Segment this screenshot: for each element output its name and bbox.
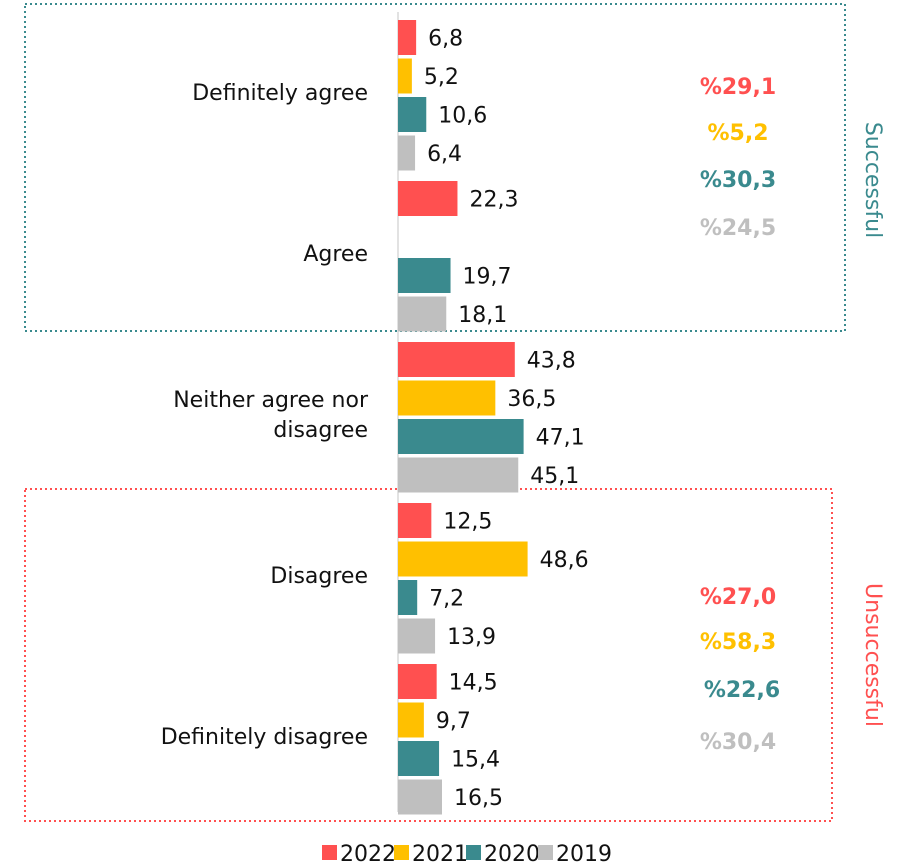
- group-total: %29,1: [700, 75, 776, 100]
- bar: [398, 342, 515, 377]
- value-label: 13,9: [447, 625, 496, 650]
- bar: [398, 296, 447, 332]
- bar: [398, 97, 427, 132]
- bar: [398, 618, 436, 654]
- legend-swatch: [322, 845, 337, 860]
- bar: [398, 702, 424, 738]
- bar: [398, 258, 451, 293]
- legend-swatch: [394, 845, 409, 860]
- value-label: 22,3: [469, 188, 518, 213]
- value-label: 16,5: [454, 786, 503, 811]
- value-label: 36,5: [507, 387, 556, 412]
- bar: [398, 380, 496, 416]
- legend-swatch: [466, 845, 481, 860]
- bar: [398, 503, 432, 538]
- value-label: 19,7: [463, 265, 512, 290]
- group-total: %24,5: [700, 216, 776, 241]
- value-label: 7,2: [429, 587, 464, 612]
- group-label: Successful: [860, 122, 885, 238]
- legend-label: 2022: [340, 842, 396, 867]
- value-label: 15,4: [451, 748, 500, 773]
- legend-label: 2021: [412, 842, 468, 867]
- bar: [398, 419, 524, 454]
- bar: [398, 580, 418, 615]
- value-label: 6,4: [427, 142, 462, 167]
- value-label: 45,1: [530, 464, 579, 489]
- group-total: %22,6: [704, 678, 780, 703]
- group-total: %30,4: [700, 730, 776, 755]
- bar: [398, 181, 458, 216]
- group-total: %30,3: [700, 168, 776, 193]
- bar: [398, 457, 519, 493]
- value-label: 5,2: [424, 65, 459, 90]
- bar: [398, 779, 442, 815]
- value-label: 18,1: [458, 303, 507, 328]
- category-label: Definitely disagree: [160, 725, 368, 750]
- bar: [398, 541, 528, 577]
- unsuccessful-box: [24, 488, 833, 822]
- value-label: 12,5: [443, 510, 492, 535]
- category-label: Agree: [303, 242, 368, 267]
- value-label: 10,6: [438, 104, 487, 129]
- value-label: 43,8: [527, 349, 576, 374]
- value-label: 6,8: [428, 27, 463, 52]
- value-label: 47,1: [536, 426, 585, 451]
- category-label: Neither agree nor disagree: [173, 388, 368, 443]
- category-label: Definitely agree: [192, 81, 368, 106]
- group-total: %5,2: [707, 121, 768, 146]
- legend-label: 2019: [556, 842, 612, 867]
- bar: [398, 664, 437, 699]
- group-total: %58,3: [700, 630, 776, 655]
- bar: [398, 741, 440, 776]
- group-label: Unsuccessful: [860, 583, 885, 727]
- legend-swatch: [538, 845, 553, 860]
- bar: [398, 135, 416, 171]
- value-label: 14,5: [449, 671, 498, 696]
- bar: [398, 58, 412, 94]
- bar: [398, 20, 417, 55]
- value-label: 9,7: [436, 709, 471, 734]
- value-label: 48,6: [540, 548, 589, 573]
- group-total: %27,0: [700, 585, 776, 610]
- category-label: Disagree: [270, 564, 368, 589]
- legend-label: 2020: [484, 842, 540, 867]
